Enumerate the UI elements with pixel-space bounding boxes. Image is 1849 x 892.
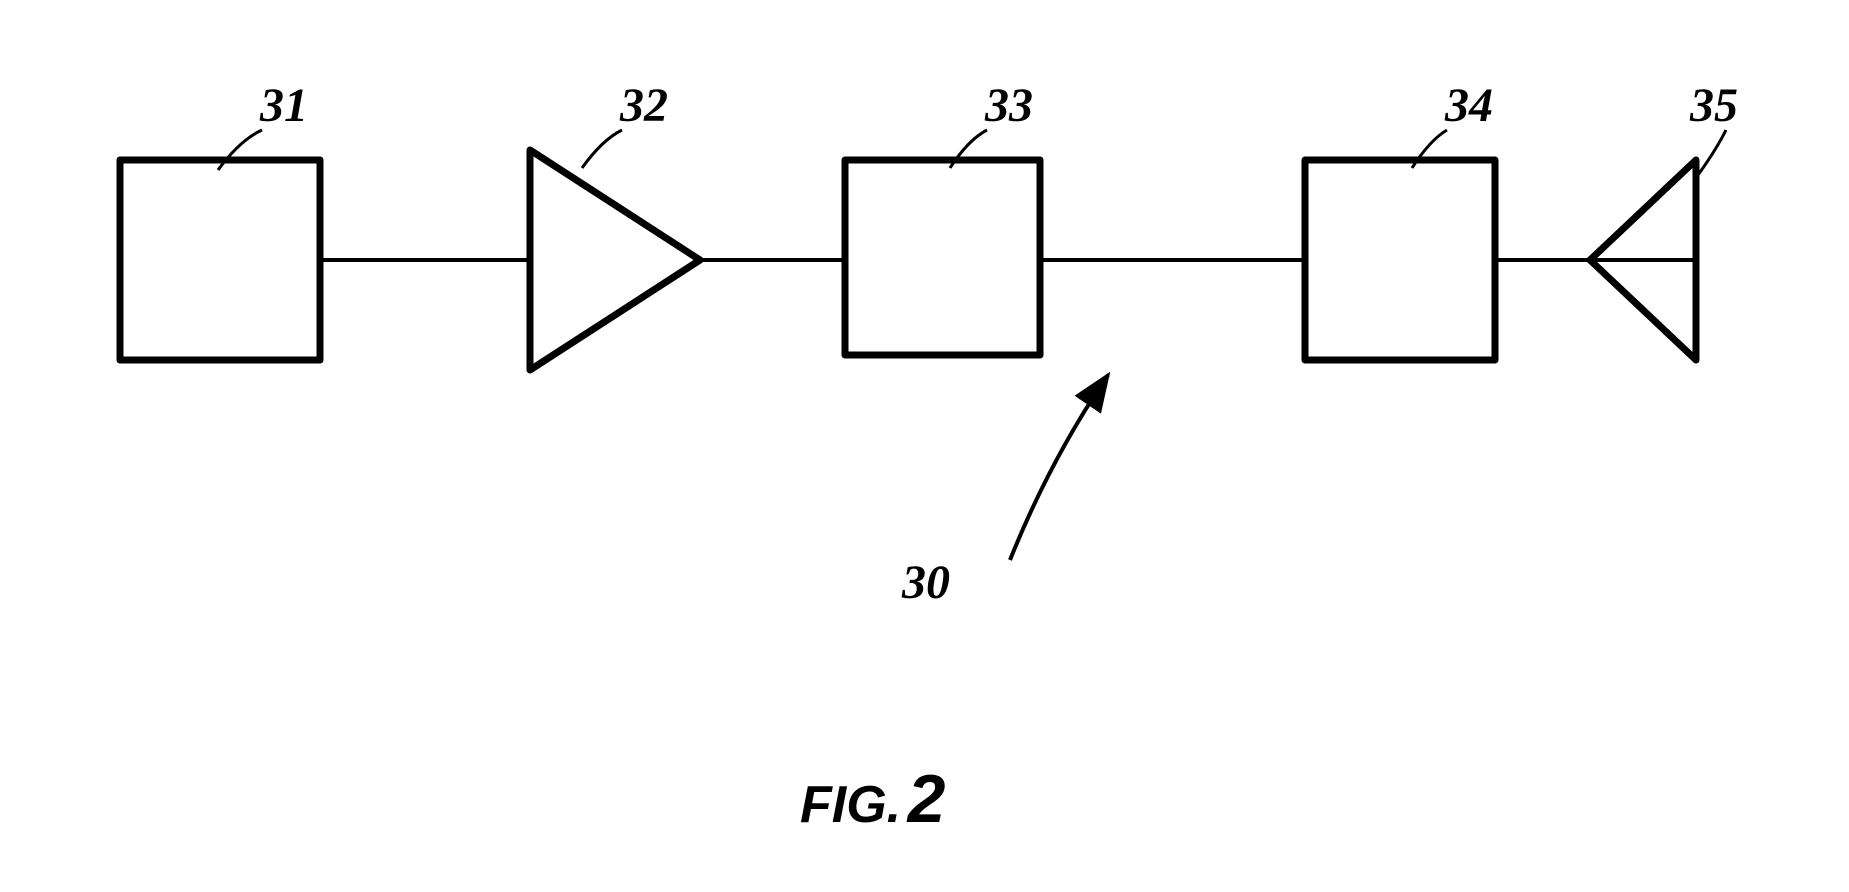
figure-caption-prefix: FIG. <box>800 776 901 834</box>
figure-caption: FIG. 2 <box>800 760 945 838</box>
figure-canvas: 31 32 33 34 35 30 FIG. 2 <box>0 0 1849 892</box>
ref-label-35: 35 <box>1690 78 1738 133</box>
ref-label-34: 34 <box>1445 78 1493 133</box>
ref-label-33: 33 <box>985 78 1033 133</box>
ref-label-assembly: 30 <box>902 555 950 610</box>
ref-label-32: 32 <box>620 78 668 133</box>
figure-caption-number: 2 <box>908 761 946 837</box>
diagram-svg <box>0 0 1849 892</box>
ref-label-31: 31 <box>260 78 308 133</box>
